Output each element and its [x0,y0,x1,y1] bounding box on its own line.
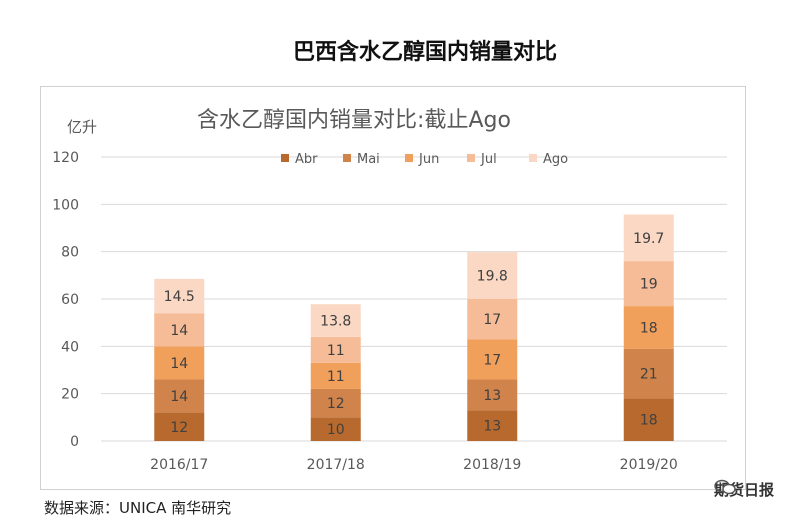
bar-segment [467,339,518,380]
y-tick-label: 120 [52,150,79,166]
y-tick-label: 80 [61,245,79,261]
data-label: 17 [483,352,501,368]
bar-segment [154,278,205,314]
data-label: 18 [640,320,658,336]
y-tick-label: 60 [61,292,79,308]
data-label: 13 [483,419,501,435]
data-label: 12 [327,396,345,412]
chart-title: 含水乙醇国内销量对比:截止Ago [197,108,511,133]
bar-segment [310,336,361,363]
bar-segment [467,410,518,441]
data-label: 21 [640,367,658,383]
data-label: 11 [327,369,345,385]
bar-segment [623,261,674,307]
data-label: 13 [483,388,501,404]
chart-frame: 含水乙醇国内销量对比:截止Ago 亿升 0 20 40 60 80 100 120 Abr Mai J… [40,86,746,490]
legend-swatch [529,154,537,162]
data-label: 19.8 [477,269,508,285]
legend-label: Ago [543,152,568,167]
source-note: 数据来源：UNICA 南华研究 [44,499,232,517]
data-label: 11 [327,343,345,359]
data-label: 14 [170,356,188,372]
bar-segment [467,299,518,340]
bar-segment [310,417,361,441]
data-label: 10 [327,422,345,438]
bar-segment [467,252,518,299]
legend-label: Jun [418,152,439,167]
y-tick-label: 0 [70,434,79,450]
bar-segment [154,346,205,380]
bar-segment [623,306,674,349]
data-label: 14 [170,323,188,339]
bar-segment [310,362,361,389]
bar-segment [310,304,361,337]
x-tick-label: 2017/18 [307,457,365,473]
legend-label: Jul [480,152,497,167]
legend-label: Mai [357,152,380,167]
watermark: 期货日报 [714,479,774,500]
stacked-bar-chart: 含水乙醇国内销量对比:截止Ago 亿升 0 20 40 60 80 100 120 Abr Mai J… [52,108,727,473]
y-axis-label: 亿升 [67,118,97,136]
x-tick-label: 2018/19 [463,457,521,473]
x-tick-label: 2019/20 [620,457,678,473]
y-tick-label: 20 [61,387,79,403]
page-title: 巴西含水乙醇国内销量对比 [292,39,557,65]
legend-swatch [281,154,289,162]
data-label: 17 [483,312,501,328]
bar-segment [154,412,205,441]
legend-swatch [343,154,351,162]
data-label: 19.7 [633,231,664,247]
data-label: 12 [170,420,188,436]
data-label: 13.8 [320,314,351,330]
data-label: 14 [170,389,188,405]
wechat-icon [714,479,736,495]
data-label: 14.5 [164,289,195,305]
legend-swatch [467,154,475,162]
bar-segment [623,348,674,399]
legend-swatch [405,154,413,162]
bar-segment [154,313,205,347]
y-tick-label: 100 [52,197,79,213]
x-tick-label: 2016/17 [150,457,208,473]
bar-segment [623,398,674,441]
data-label: 18 [640,413,658,429]
bar-segment [467,379,518,411]
legend-label: Abr [295,152,318,167]
bar-segment [623,214,674,262]
data-label: 19 [640,277,658,293]
bar-segment [310,388,361,418]
bar-segment [154,379,205,413]
y-tick-label: 40 [61,339,79,355]
